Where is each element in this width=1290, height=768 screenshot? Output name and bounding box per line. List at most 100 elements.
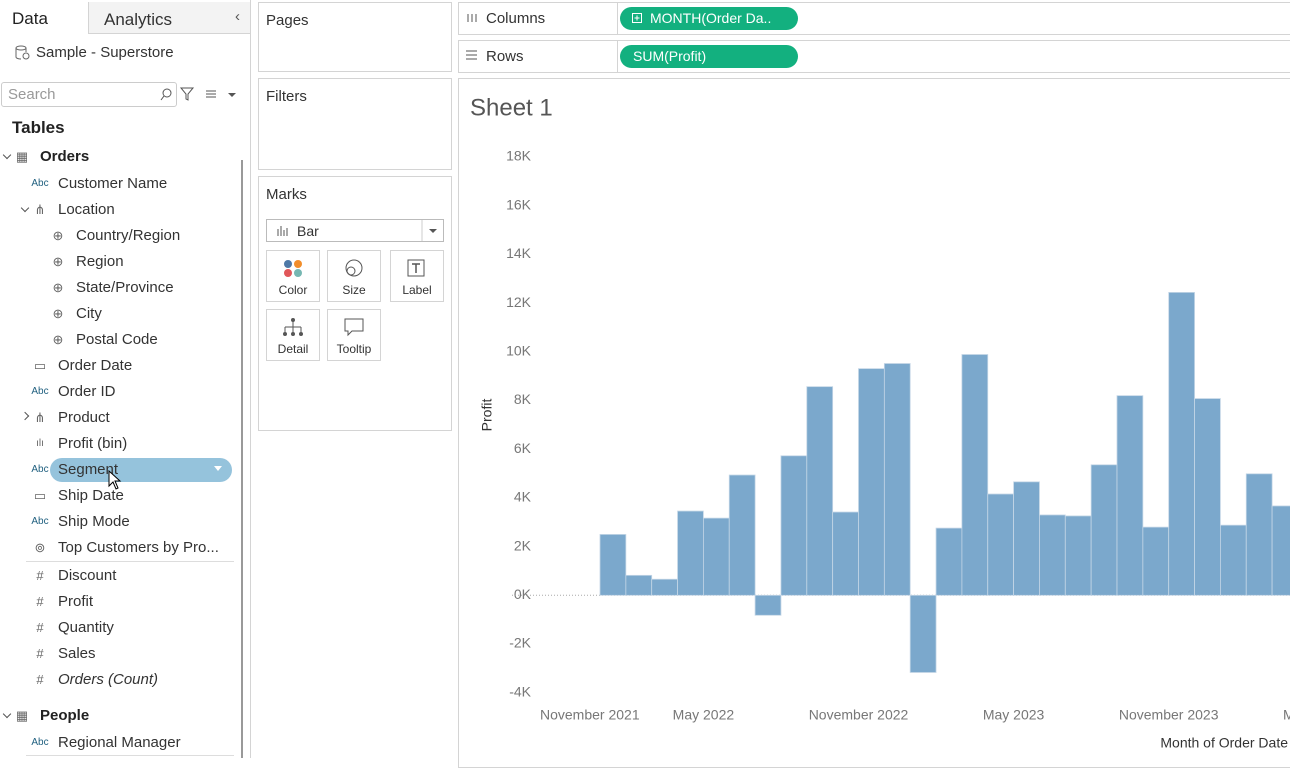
y-tick-label: 10K xyxy=(506,343,532,359)
y-tick-label: 6K xyxy=(514,440,532,456)
mark-type-dropdown[interactable] xyxy=(266,219,444,242)
columns-pill[interactable]: MONTH(Order Da.. xyxy=(620,7,798,30)
field-icon: ⊕ xyxy=(52,280,64,295)
filters-shelf[interactable] xyxy=(258,78,452,170)
field-label[interactable]: Profit xyxy=(58,593,94,610)
marks-card xyxy=(258,176,452,431)
bar xyxy=(1220,524,1247,596)
bar xyxy=(1142,526,1170,596)
y-tick-label: -2K xyxy=(509,635,531,651)
bar xyxy=(961,354,989,596)
bar xyxy=(935,527,963,596)
bar xyxy=(1064,515,1092,596)
field-icon: ⋔ xyxy=(34,410,46,425)
pages-label: Pages xyxy=(266,12,309,29)
field-label[interactable]: Sales xyxy=(58,645,96,662)
bar xyxy=(677,510,704,596)
field-menu-arrow[interactable] xyxy=(214,466,222,471)
bar xyxy=(806,386,834,596)
field-label[interactable]: Region xyxy=(76,253,124,270)
bar xyxy=(780,455,808,596)
rows-pill[interactable]: SUM(Profit) xyxy=(620,45,798,68)
field-icon: # xyxy=(36,594,44,609)
field-label[interactable]: Orders (Count) xyxy=(58,671,159,688)
field-label[interactable]: Regional Manager xyxy=(58,734,181,751)
bar xyxy=(1090,464,1118,596)
rows-divider xyxy=(617,40,618,73)
marks-button[interactable]: Label xyxy=(390,250,444,302)
search-tools[interactable] xyxy=(158,86,248,104)
rows-shelf[interactable] xyxy=(458,40,1290,73)
field-label[interactable]: People xyxy=(40,707,90,724)
button-label: Label xyxy=(402,283,432,297)
tables-heading: Tables xyxy=(12,118,65,137)
field-label[interactable]: Postal Code xyxy=(76,331,158,348)
field-icon: Abc xyxy=(31,464,49,475)
rows-label: Rows xyxy=(486,48,524,65)
columns-shelf[interactable] xyxy=(458,2,1290,35)
field-label[interactable]: Order ID xyxy=(58,383,116,400)
selected-field-pill[interactable] xyxy=(50,458,232,482)
field-icon: # xyxy=(36,620,44,635)
field-label[interactable]: Profit (bin) xyxy=(58,435,128,452)
field-label[interactable]: Product xyxy=(58,409,110,426)
data-pane: Data Analytics ‹ Sample - Superstore Sea… xyxy=(0,0,251,758)
field-icon: ▭ xyxy=(33,488,47,503)
search-placeholder: Search xyxy=(8,86,56,103)
y-tick-label: 0K xyxy=(514,586,532,602)
field-label[interactable]: Discount xyxy=(58,567,117,584)
field-label[interactable]: State/Province xyxy=(76,279,174,296)
field-icon: ⊕ xyxy=(52,254,64,269)
bar xyxy=(1245,473,1273,596)
field-label[interactable]: Order Date xyxy=(58,357,133,374)
button-label: Detail xyxy=(277,342,309,356)
marks-button[interactable]: Size xyxy=(327,250,381,302)
field-icon: ⊚ xyxy=(34,540,46,555)
y-tick-label: -4K xyxy=(509,683,531,699)
analytics-tab-label[interactable]: Analytics xyxy=(104,10,173,29)
y-tick-label: 14K xyxy=(506,245,532,261)
marks-button[interactable]: Detail xyxy=(266,309,320,361)
field-icon: ılı xyxy=(36,438,44,449)
bar xyxy=(754,594,782,616)
columns-icon xyxy=(467,14,477,22)
bar xyxy=(883,363,911,596)
analytics-tab[interactable] xyxy=(88,2,250,34)
separator xyxy=(26,755,234,756)
field-label[interactable]: Country/Region xyxy=(76,227,181,244)
marks-button[interactable]: Tooltip xyxy=(327,309,381,361)
button-label: Size xyxy=(342,283,366,297)
marks-label: Marks xyxy=(266,186,307,203)
field-label[interactable]: Location xyxy=(58,201,115,218)
bar xyxy=(651,578,678,596)
marks-button[interactable]: Color xyxy=(266,250,320,302)
pill-expand-icon[interactable] xyxy=(632,13,643,24)
search-box[interactable] xyxy=(1,82,177,107)
bar-icon xyxy=(277,226,288,236)
field-label[interactable]: Segment xyxy=(58,461,119,478)
field-label[interactable]: Ship Mode xyxy=(58,513,130,530)
field-label[interactable]: Top Customers by Pro... xyxy=(58,539,219,556)
x-tick-label: May 2022 xyxy=(673,707,735,723)
field-label[interactable]: Customer Name xyxy=(58,175,168,192)
field-label[interactable]: City xyxy=(76,305,102,322)
filters-label: Filters xyxy=(266,88,307,105)
x-tick-label: May 2023 xyxy=(983,707,1045,723)
bar xyxy=(832,511,859,596)
button-label: Tooltip xyxy=(336,342,372,356)
data-tab[interactable]: Data xyxy=(12,9,48,28)
collapse-button[interactable]: ‹ xyxy=(235,8,240,25)
pages-shelf[interactable] xyxy=(258,2,452,72)
field-label[interactable]: Quantity xyxy=(58,619,114,636)
field-label[interactable]: Ship Date xyxy=(58,487,124,504)
button-icon xyxy=(344,318,364,337)
field-label[interactable]: Orders xyxy=(40,148,90,165)
y-axis-title: Profit xyxy=(479,399,495,432)
field-icon: Abc xyxy=(31,737,49,748)
sheet-title: Sheet 1 xyxy=(470,94,553,121)
separator xyxy=(26,561,234,562)
scrollbar[interactable] xyxy=(241,160,243,758)
field-icon: # xyxy=(36,672,44,687)
datasource-name[interactable]: Sample - Superstore xyxy=(36,44,174,61)
